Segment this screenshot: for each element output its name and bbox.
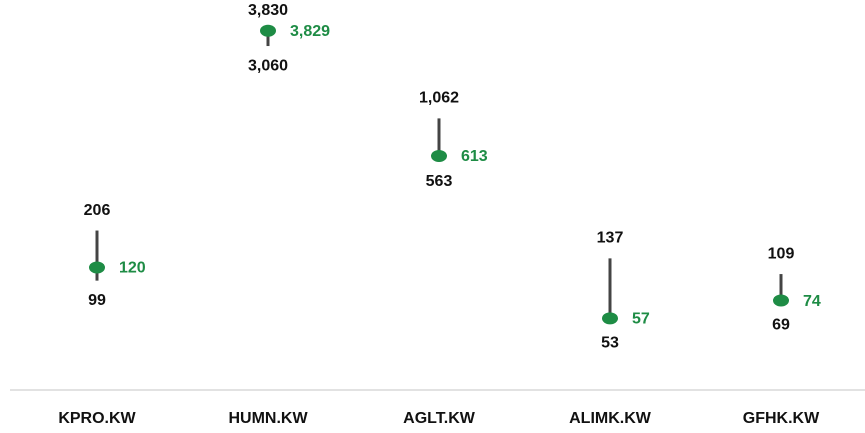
low-label: 69 (772, 317, 790, 334)
high-label: 206 (84, 202, 111, 219)
high-label: 137 (597, 230, 624, 247)
current-label: 120 (119, 260, 146, 277)
current-label: 74 (803, 293, 821, 310)
x-tick-label: KPRO.KW (58, 410, 136, 427)
high-label: 1,062 (419, 90, 459, 107)
current-label: 613 (461, 148, 488, 165)
x-tick-label: ALIMK.KW (569, 410, 652, 427)
current-marker (773, 294, 789, 307)
high-label: 3,830 (248, 2, 288, 19)
current-label: 3,829 (290, 23, 330, 40)
low-label: 99 (88, 292, 106, 309)
high-label: 109 (768, 245, 795, 262)
current-label: 57 (632, 311, 650, 328)
x-tick-label: GFHK.KW (743, 410, 820, 427)
current-marker (431, 149, 447, 162)
low-label: 53 (601, 335, 619, 352)
low-label: 563 (426, 173, 453, 190)
x-tick-label: AGLT.KW (403, 410, 476, 427)
current-marker (260, 24, 276, 37)
x-tick-label: HUMN.KW (228, 410, 308, 427)
current-marker (89, 261, 105, 274)
low-label: 3,060 (248, 57, 288, 74)
current-marker (602, 312, 618, 325)
